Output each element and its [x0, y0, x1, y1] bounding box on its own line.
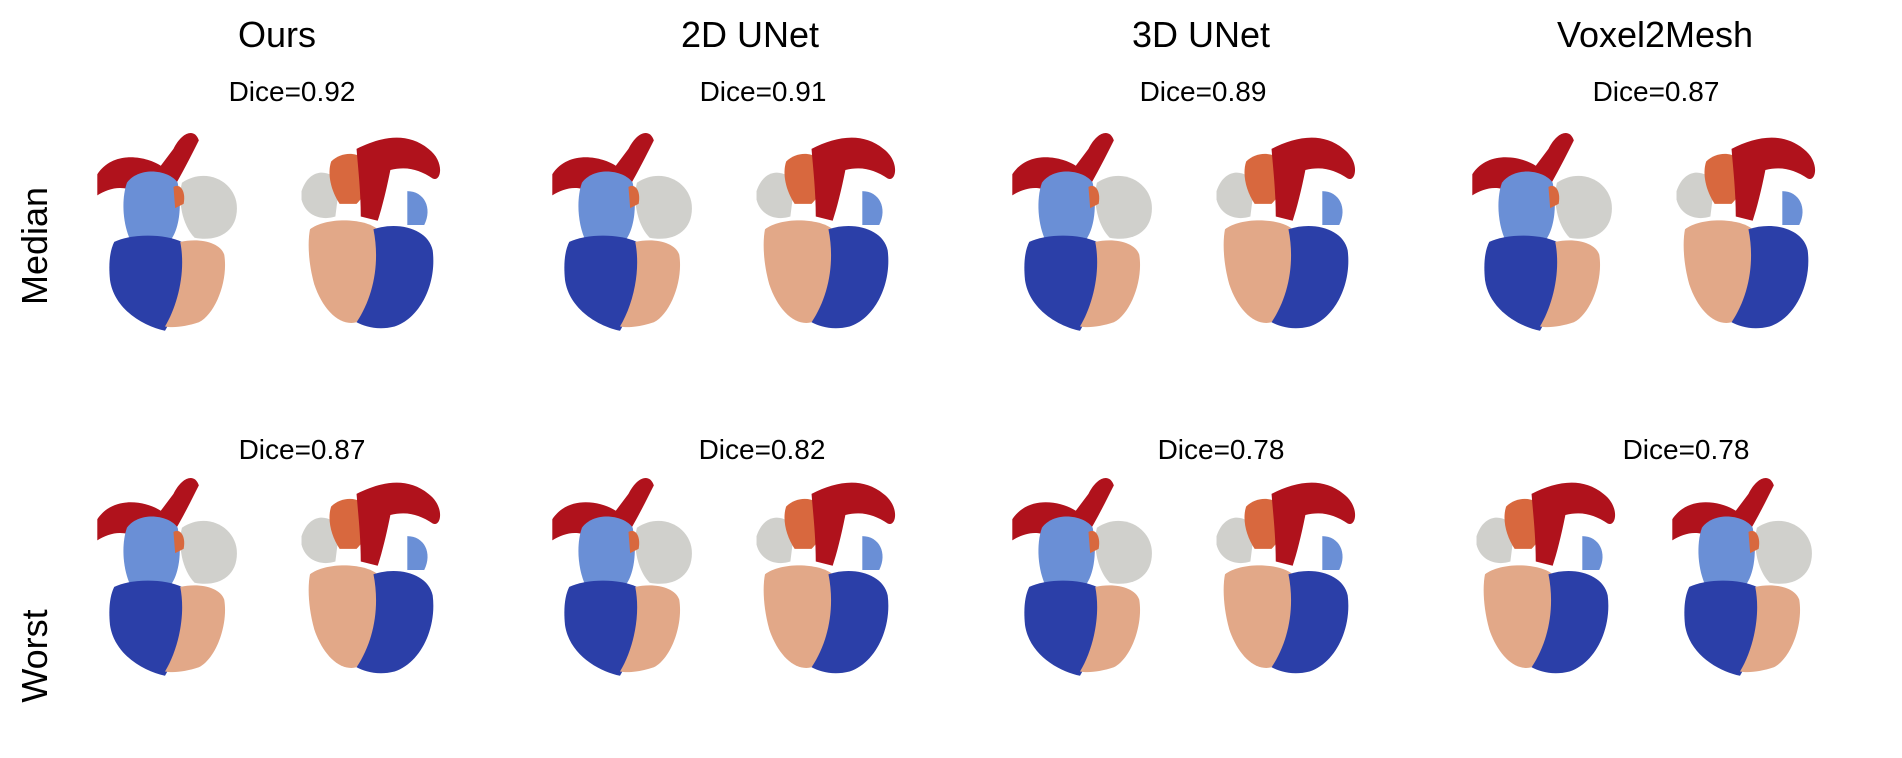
heart-front-view-worst-2d-unet [552, 478, 692, 676]
heart-back-view-median-2d-unet [756, 137, 896, 329]
dice-score-median-2d-unet: Dice=0.91 [699, 76, 827, 107]
dice-score-worst-2d-unet: Dice=0.82 [698, 434, 826, 465]
dice-score-worst-ours: Dice=0.87 [238, 434, 366, 465]
dice-score-median-ours: Dice=0.92 [228, 76, 356, 107]
dice-score-worst-3d-unet: Dice=0.78 [1157, 434, 1285, 465]
dice-score-median-3d-unet: Dice=0.89 [1139, 76, 1267, 107]
heart-back-view-median-ours [301, 137, 441, 329]
dice-score-worst-voxel2mesh: Dice=0.78 [1622, 434, 1750, 465]
heart-back-view-worst-3d-unet [1216, 482, 1356, 674]
heart-back-view-worst-voxel2mesh [1672, 478, 1812, 676]
heart-front-view-median-2d-unet [552, 133, 692, 331]
heart-front-view-median-voxel2mesh [1472, 133, 1612, 331]
heart-back-view-median-3d-unet [1216, 137, 1356, 329]
column-title-voxel2mesh: Voxel2Mesh [1556, 14, 1754, 55]
heart-front-view-worst-3d-unet [1012, 478, 1152, 676]
heart-front-view-median-3d-unet [1012, 133, 1152, 331]
row-label-worst: Worst [14, 609, 55, 703]
heart-front-view-worst-voxel2mesh [1476, 482, 1616, 674]
column-title-ours: Ours [237, 14, 316, 55]
heart-back-view-worst-2d-unet [756, 482, 896, 674]
row-label-median: Median [14, 186, 55, 306]
heart-front-view-worst-ours [97, 478, 237, 676]
column-title-3d-unet: 3D UNet [1131, 14, 1271, 55]
column-title-2d-unet: 2D UNet [680, 14, 820, 55]
heart-back-view-worst-ours [301, 482, 441, 674]
heart-front-view-median-ours [97, 133, 237, 331]
dice-score-median-voxel2mesh: Dice=0.87 [1592, 76, 1720, 107]
heart-back-view-median-voxel2mesh [1676, 137, 1816, 329]
